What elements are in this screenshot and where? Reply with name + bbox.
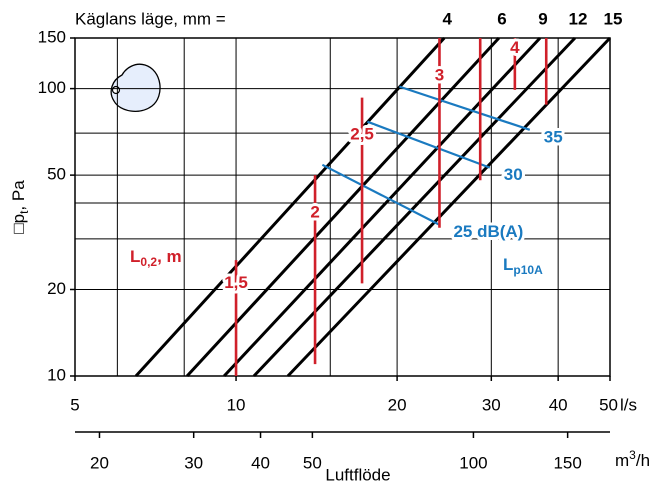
- x-tick-label: 30: [482, 395, 501, 414]
- x2-tick-label: 100: [459, 453, 487, 472]
- damper-line: [134, 36, 446, 378]
- sound-label: 25 dB(A): [453, 222, 523, 241]
- chart-title: Käglans läge, mm =: [75, 9, 226, 28]
- sound-title-sub: p10A: [513, 263, 543, 277]
- damper-icon: [110, 63, 161, 112]
- sound-line: [399, 85, 531, 131]
- damper-label: 12: [568, 9, 587, 28]
- x2-tick-label: 20: [90, 453, 109, 472]
- damper-label: 9: [538, 9, 547, 28]
- y-axis-label-sub: t: [17, 210, 31, 214]
- throw-title: L0,2, m: [130, 247, 182, 269]
- sound-line: [367, 120, 491, 169]
- throw-label: 2: [310, 202, 319, 221]
- x2-unit: m3/h: [615, 448, 650, 470]
- x2-tick-label: 30: [184, 453, 203, 472]
- throw-label: 3: [435, 65, 444, 84]
- x-axis-label: Luftflöde: [325, 465, 390, 484]
- throw-label: 4: [510, 38, 520, 57]
- sound-label: 35: [544, 127, 563, 146]
- throw-label: 2,5: [350, 124, 374, 143]
- damper-line: [252, 36, 577, 378]
- x-tick-label: 40: [549, 395, 568, 414]
- x2-tick-label: 40: [251, 453, 270, 472]
- plot-frame: [74, 37, 611, 377]
- throw-title-main: L: [130, 247, 140, 266]
- x-tick-label: 20: [388, 395, 407, 414]
- throw-title-sub: 0,2: [140, 255, 157, 269]
- y-tick-label: 50: [47, 165, 66, 184]
- sound-line: [321, 163, 440, 226]
- sound-title-main: L: [503, 255, 513, 274]
- x-unit: l/s: [620, 395, 637, 414]
- y-tick-label: 100: [38, 78, 66, 97]
- sound-title: Lp10A: [503, 255, 543, 277]
- x2-tick-label: 150: [553, 453, 581, 472]
- x2-tick-label: 50: [303, 453, 322, 472]
- y-axis-label: □pt, Pa: [9, 180, 31, 234]
- y-tick-label: 10: [47, 365, 66, 384]
- damper-line: [223, 36, 542, 378]
- x2-unit-sup: 3: [629, 448, 636, 462]
- x-tick-label: 5: [70, 395, 79, 414]
- throw-title-suffix: , m: [157, 247, 182, 266]
- throw-label: 1,5: [224, 273, 248, 292]
- damper-line: [286, 36, 612, 378]
- sound-label: 30: [504, 165, 523, 184]
- x2-unit-suffix: /h: [636, 451, 650, 470]
- damper-line: [185, 36, 501, 378]
- damper-label: 4: [443, 9, 453, 28]
- damper-label: 6: [497, 9, 506, 28]
- y-tick-label: 150: [38, 27, 66, 46]
- y-tick-label: 20: [47, 279, 66, 298]
- x2-unit-main: m: [615, 451, 629, 470]
- x-tick-label: 50: [599, 395, 618, 414]
- damper-label: 15: [604, 9, 623, 28]
- x-tick-label: 10: [227, 395, 246, 414]
- y-axis-label-suffix: , Pa: [9, 180, 28, 211]
- y-axis-label-main: □p: [9, 214, 28, 234]
